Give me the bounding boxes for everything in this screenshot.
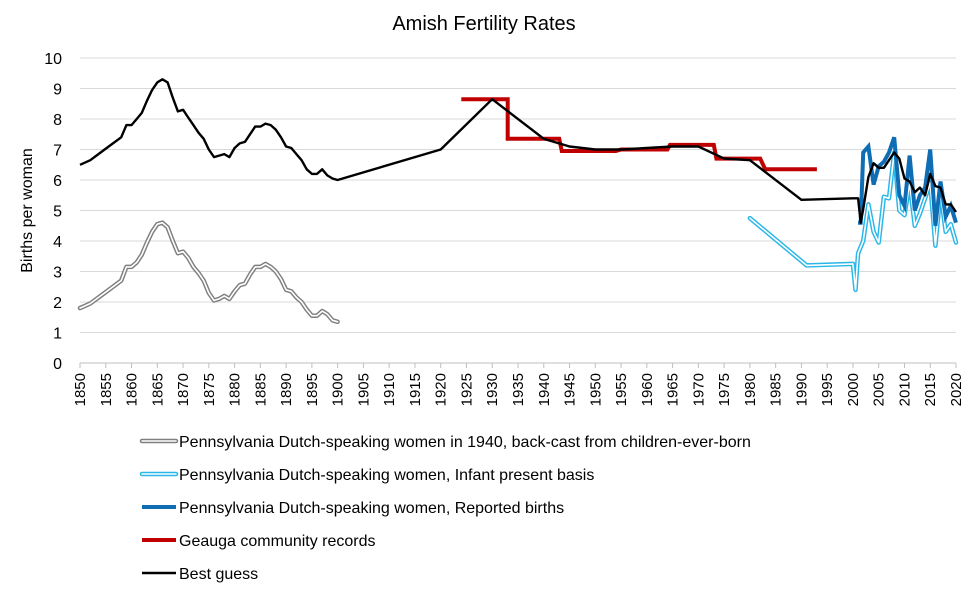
- series-line-3: [461, 97, 817, 172]
- x-tick-label: 1970: [690, 373, 707, 406]
- series-line-0-inner: [79, 221, 339, 323]
- x-tick-label: 1885: [252, 373, 269, 406]
- series-0: [77, 220, 340, 325]
- chart-title: Amish Fertility Rates: [392, 13, 575, 35]
- legend-item: Best guess: [142, 566, 258, 583]
- series-line-2: [858, 136, 958, 227]
- y-tick-label: 5: [53, 204, 62, 221]
- x-tick-label: 1905: [355, 373, 372, 406]
- x-tick-label: 1965: [665, 373, 682, 406]
- x-tick-label: 1930: [484, 373, 501, 406]
- x-tick-label: 2015: [922, 373, 939, 406]
- series-line-4: [79, 78, 957, 224]
- x-tick-label: 1940: [536, 373, 553, 406]
- y-tick-label: 8: [53, 112, 62, 129]
- x-tick-label: 1985: [768, 373, 785, 406]
- y-tick-label: 10: [44, 51, 62, 68]
- x-tick-label: 1915: [407, 373, 424, 406]
- x-tick-label: 1855: [98, 373, 115, 406]
- series-lines: [77, 78, 959, 325]
- x-tick-labels: 1850 1855 1860 1865 1870 1875 1880 1885 1890 1895…: [72, 373, 965, 406]
- y-tick-label: 7: [53, 143, 62, 160]
- x-tick-label: 1950: [587, 373, 604, 406]
- legend-item: Pennsylvania Dutch-speaking women, Repor…: [142, 500, 564, 517]
- series-4: [79, 78, 957, 224]
- series-line-0-outer: [77, 220, 340, 325]
- x-tick-label: 2000: [845, 373, 862, 406]
- x-tick-label: 1960: [639, 373, 656, 406]
- x-tick-label: 1980: [742, 373, 759, 406]
- legend-label: Geauga community records: [179, 533, 376, 550]
- legend-item: Pennsylvania Dutch-speaking women in 194…: [139, 434, 751, 451]
- legend-label: Best guess: [179, 566, 258, 583]
- y-tick-label: 9: [53, 82, 62, 99]
- x-tick-label: 1850: [72, 373, 89, 406]
- x-tick-label: 1975: [716, 373, 733, 406]
- y-tick-label: 3: [53, 265, 62, 282]
- x-tick-label: 1945: [562, 373, 579, 406]
- x-tick-label: 1875: [201, 373, 218, 406]
- series-2: [858, 136, 958, 227]
- y-tick-label: 6: [53, 173, 62, 190]
- x-tick-label: 1910: [381, 373, 398, 406]
- x-tick-label: 1935: [510, 373, 527, 406]
- legend-item: Pennsylvania Dutch-speaking women, Infan…: [139, 467, 594, 484]
- legend-label: Pennsylvania Dutch-speaking women, Infan…: [179, 467, 594, 484]
- legend-label: Pennsylvania Dutch-speaking women in 194…: [179, 434, 751, 451]
- x-tick-label: 2010: [896, 373, 913, 406]
- x-tick-label: 2005: [871, 373, 888, 406]
- series-3: [461, 97, 817, 172]
- y-tick-label: 0: [53, 356, 62, 373]
- y-axis-label: Births per woman: [19, 148, 36, 273]
- legend: Pennsylvania Dutch-speaking women in 194…: [139, 434, 751, 583]
- x-tick-label: 1860: [124, 373, 141, 406]
- legend-item: Geauga community records: [142, 533, 376, 550]
- x-tick-label: 2020: [948, 373, 965, 406]
- y-tick-labels: 0 1 2 3 4 5 6 7 8 9 10: [44, 51, 62, 373]
- x-tick-label: 1880: [227, 373, 244, 406]
- x-tick-label: 1925: [458, 373, 475, 406]
- y-tick-label: 4: [53, 234, 62, 251]
- axes: [79, 362, 957, 368]
- x-tick-label: 1870: [175, 373, 192, 406]
- x-tick-label: 1955: [613, 373, 630, 406]
- legend-label: Pennsylvania Dutch-speaking women, Repor…: [179, 500, 564, 517]
- gridlines: [80, 57, 956, 333]
- x-tick-label: 1920: [433, 373, 450, 406]
- x-tick-label: 1890: [278, 373, 295, 406]
- x-tick-label: 1895: [304, 373, 321, 406]
- y-tick-label: 2: [53, 295, 62, 312]
- x-tick-label: 1995: [819, 373, 836, 406]
- y-tick-label: 1: [53, 326, 62, 343]
- x-tick-label: 1900: [330, 373, 347, 406]
- x-tick-label: 1990: [793, 373, 810, 406]
- x-tick-label: 1865: [149, 373, 166, 406]
